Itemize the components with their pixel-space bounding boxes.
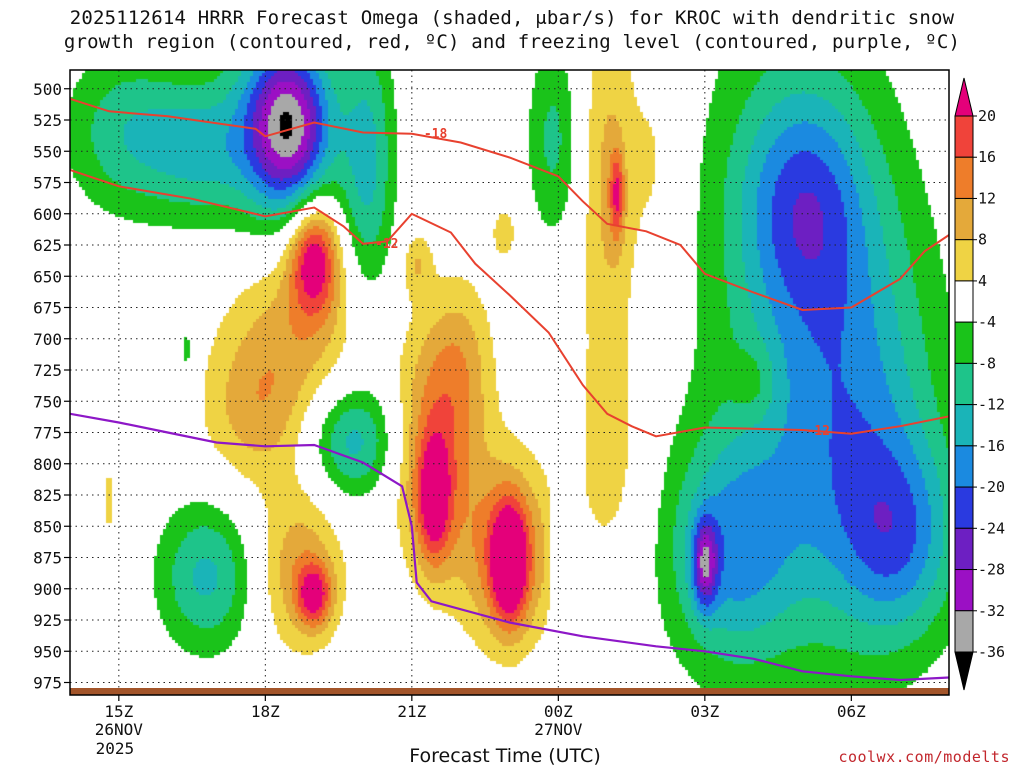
colorbar-bin (954, 527, 974, 571)
colorbar-bin (954, 321, 974, 364)
colorbar-label: -28 (978, 561, 1005, 579)
colorbar-bin (954, 280, 974, 323)
colorbar-bottom-triangle (954, 651, 974, 691)
y-tick-label: 600 (33, 205, 62, 224)
colorbar-label: -24 (978, 519, 1005, 537)
dgz-contour-label: -12 (807, 424, 830, 439)
x-tick-label: 15Z (104, 702, 133, 721)
colorbar-bin (954, 569, 974, 612)
colorbar-bin (954, 362, 974, 406)
colorbar-label: -16 (978, 437, 1005, 455)
y-tick-label: 725 (33, 361, 62, 380)
dgz-contour-label: -12 (375, 237, 398, 252)
y-tick-label: 575 (33, 174, 62, 193)
colorbar-label: 20 (978, 107, 996, 125)
dgz-contour-line (70, 169, 949, 438)
y-tick-label: 975 (33, 674, 62, 693)
y-tick-label: 850 (33, 517, 62, 536)
y-tick-label: 550 (33, 142, 62, 161)
colorbar-label: -20 (978, 478, 1005, 496)
y-tick-label: 800 (33, 455, 62, 474)
colorbar-label: -32 (978, 602, 1005, 620)
colorbar-label: 16 (978, 148, 996, 166)
y-tick-label: 500 (33, 80, 62, 99)
colorbar-top-triangle (954, 77, 974, 117)
omega-shaded-field (70, 70, 949, 695)
colorbar-label: -4 (978, 313, 996, 331)
x-tick-date-label: 27NOV (534, 720, 583, 739)
y-tick-label: 875 (33, 549, 62, 568)
colorbar-label: -8 (978, 354, 996, 372)
x-tick-label: 00Z (544, 702, 573, 721)
y-tick-label: 825 (33, 486, 62, 505)
y-tick-label: 775 (33, 424, 62, 443)
colorbar-bin (954, 445, 974, 488)
y-tick-label: 750 (33, 392, 62, 411)
omega-field-raster (70, 70, 949, 695)
colorbar-bin (954, 486, 974, 529)
colorbar-label: 8 (978, 231, 987, 249)
chart-title-line-2: growth region (contoured, red, ºC) and f… (63, 31, 961, 53)
dgz-contour-line (70, 97, 949, 312)
y-tick-label: 950 (33, 642, 62, 661)
y-tick-label: 525 (33, 111, 62, 130)
colorbar-bin (954, 197, 974, 241)
credit-link[interactable]: coolwx.com/modelts (838, 748, 1010, 766)
y-tick-label: 900 (33, 580, 62, 599)
colorbar-bin (954, 610, 974, 653)
x-tick-date-label: 26NOV (95, 720, 144, 739)
chart-title: 2025112614 HRRR Forecast Omega (shaded, … (0, 6, 1024, 54)
y-tick-label: 625 (33, 236, 62, 255)
colorbar-bin (954, 404, 974, 447)
colorbar-label: 12 (978, 189, 996, 207)
colorbar-label: 4 (978, 272, 987, 290)
x-tick-label: 21Z (397, 702, 426, 721)
plot-frame (69, 69, 950, 696)
x-tick-label: 03Z (690, 702, 719, 721)
colorbar-bin (954, 239, 974, 282)
contour-lines: -18 -12 -12 (70, 97, 949, 682)
x-tick-year-label: 2025 (96, 739, 135, 758)
x-axis-label: Forecast Time (UTC) (409, 745, 601, 767)
y-tick-label: 925 (33, 611, 62, 630)
colorbar-bin (954, 156, 974, 199)
x-tick-label: 06Z (837, 702, 866, 721)
colorbar-bin (954, 115, 974, 158)
colorbar: 20 16 12 8 4 -4 -8 -12 -16 -20 -24 -28 -32 -36 (954, 77, 1005, 691)
chart-title-line-1: 2025112614 HRRR Forecast Omega (shaded, … (69, 7, 955, 29)
freezing-level-contour-line (70, 412, 949, 682)
y-tick-label: 675 (33, 299, 62, 318)
x-tick-label: 18Z (251, 702, 280, 721)
dgz-contour-label: -18 (424, 127, 448, 142)
colorbar-label: -12 (978, 396, 1005, 414)
ground-bar (70, 688, 949, 695)
colorbar-label: -36 (978, 643, 1005, 661)
y-tick-label: 700 (33, 330, 62, 349)
grid-lines (70, 70, 949, 695)
y-tick-label: 650 (33, 267, 62, 286)
axes: 500 525 550 575 600 625 650 675 700 725 750 775 800 8… (33, 80, 866, 758)
